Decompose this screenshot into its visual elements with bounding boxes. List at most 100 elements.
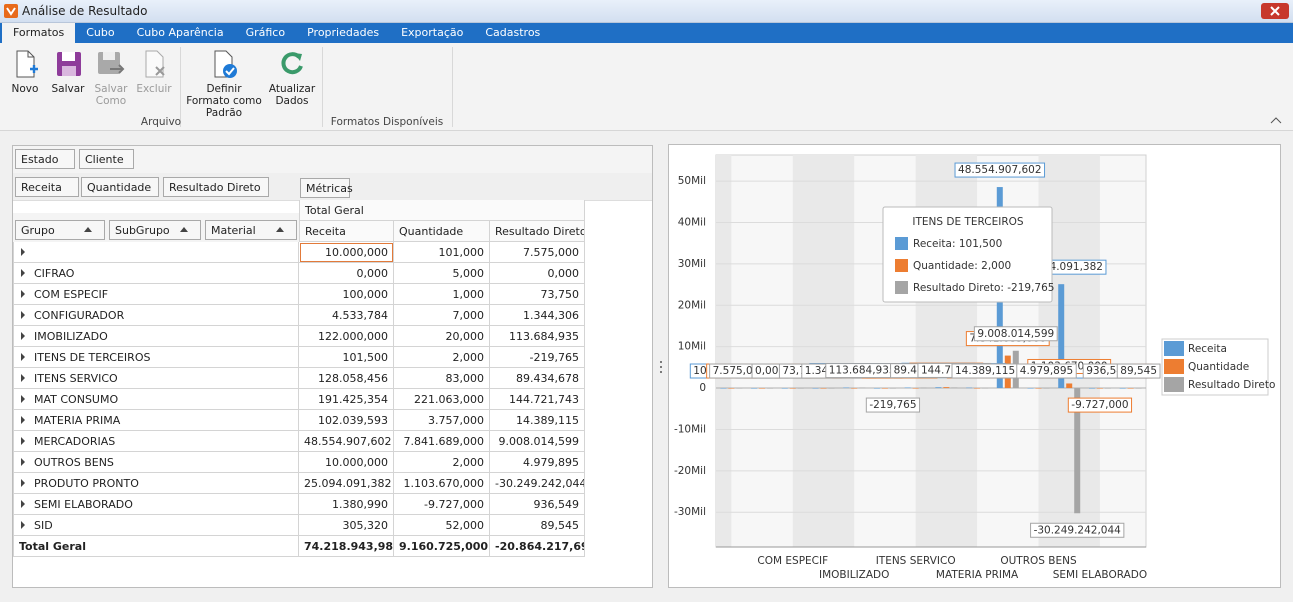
value-cell[interactable]: 5,000 <box>394 263 490 284</box>
expand-arrow[interactable] <box>21 353 25 361</box>
value-cell[interactable]: -9.727,000 <box>394 494 490 515</box>
menu-tab[interactable]: Exportação <box>401 26 464 39</box>
bar <box>1027 388 1034 389</box>
expand-arrow[interactable] <box>21 269 25 277</box>
column-field[interactable]: Métricas <box>300 178 353 198</box>
value-cell[interactable]: 89,545 <box>490 515 585 536</box>
expand-arrow[interactable] <box>21 248 25 256</box>
splitter[interactable] <box>659 360 663 374</box>
ribbon-button[interactable]: Excluir <box>136 49 172 95</box>
value-cell[interactable]: 221.063,000 <box>394 389 490 410</box>
row-header: ITENS DE TERCEIROS <box>13 347 299 368</box>
value-cell[interactable]: 2,000 <box>394 347 490 368</box>
value-cell[interactable]: 1.344,306 <box>490 305 585 326</box>
value-cell[interactable]: 144.721,743 <box>490 389 585 410</box>
value-cell[interactable]: 0,000 <box>490 263 585 284</box>
x-tick-label: COM ESPECIF <box>757 555 828 567</box>
expand-arrow[interactable] <box>21 437 25 445</box>
ribbon-button[interactable]: Novo <box>8 49 42 95</box>
tooltip: ITENS DE TERCEIROS Receita: 101,500 Quanti… <box>882 206 1054 303</box>
row-field[interactable]: Material <box>205 220 297 240</box>
value-cell[interactable]: 4.979,895 <box>490 452 585 473</box>
menu-tab[interactable]: Cubo <box>86 26 115 39</box>
filter-field[interactable]: Cliente <box>79 149 134 169</box>
window-title: Análise de Resultado <box>22 4 148 18</box>
value-cell[interactable]: 52,000 <box>394 515 490 536</box>
value-cell[interactable]: 7,000 <box>394 305 490 326</box>
value-cell[interactable]: 48.554.907,602 <box>299 431 394 452</box>
expand-arrow[interactable] <box>21 290 25 298</box>
column-header: Receita <box>299 221 394 242</box>
value-cell[interactable]: 3.757,000 <box>394 410 490 431</box>
column-header: Resultado Direto <box>490 221 585 242</box>
data-field[interactable]: Resultado Direto <box>163 177 269 197</box>
value-cell[interactable]: 83,000 <box>394 368 490 389</box>
close-button[interactable] <box>1261 3 1289 19</box>
row-header: MATERIA PRIMA <box>13 410 299 431</box>
value-cell[interactable]: 113.684,935 <box>490 326 585 347</box>
expand-arrow[interactable] <box>21 416 25 424</box>
bar <box>881 388 888 389</box>
expand-arrow[interactable] <box>21 332 25 340</box>
row-field[interactable]: Grupo <box>15 220 105 240</box>
menu-tab[interactable]: Formatos <box>2 23 76 43</box>
value-cell[interactable]: 102.039,593 <box>299 410 394 431</box>
collapse-ribbon[interactable] <box>1270 116 1282 124</box>
value-cell[interactable]: 7.841.689,000 <box>394 431 490 452</box>
value-cell[interactable]: -30.249.242,044 <box>490 473 585 494</box>
value-cell[interactable]: 2,000 <box>394 452 490 473</box>
data-field[interactable]: Receita <box>15 177 79 197</box>
value-cell[interactable]: 14.389,115 <box>490 410 585 431</box>
bar <box>1035 388 1042 389</box>
expand-arrow[interactable] <box>21 479 25 487</box>
menu-tab[interactable]: Propriedades <box>307 26 380 39</box>
value-cell[interactable]: 1.103.670,000 <box>394 473 490 494</box>
legend-label: Quantidade <box>1188 361 1249 373</box>
ribbon-button[interactable]: Atualizar Dados <box>268 49 316 107</box>
value-cell[interactable]: 25.094.091,382 <box>299 473 394 494</box>
expand-arrow[interactable] <box>21 311 25 319</box>
value-cell[interactable]: 191.425,354 <box>299 389 394 410</box>
value-cell[interactable]: 73,750 <box>490 284 585 305</box>
y-tick-label: -10Mil <box>674 423 706 435</box>
expand-arrow[interactable] <box>21 395 25 403</box>
value-cell[interactable]: 4.533,784 <box>299 305 394 326</box>
bar <box>751 388 758 389</box>
value-cell[interactable]: -219,765 <box>490 347 585 368</box>
value-cell[interactable]: 10.000,000 <box>299 242 394 263</box>
value-cell[interactable]: 9.008.014,599 <box>490 431 585 452</box>
value-cell[interactable]: 1.380,990 <box>299 494 394 515</box>
ribbon-button[interactable]: Salvar <box>50 49 86 95</box>
y-tick-label: -30Mil <box>674 506 706 518</box>
value-cell[interactable]: 305,320 <box>299 515 394 536</box>
value-cell[interactable]: 101,500 <box>299 347 394 368</box>
expand-arrow[interactable] <box>21 374 25 382</box>
value-cell[interactable]: 100,000 <box>299 284 394 305</box>
row-field[interactable]: SubGrupo <box>109 220 201 240</box>
value-cell[interactable]: 7.575,000 <box>490 242 585 263</box>
value-cell[interactable]: 128.058,456 <box>299 368 394 389</box>
value-label-text: 0,000 <box>755 365 785 377</box>
ribbon-button[interactable]: Definir Formato como Padrão <box>186 49 262 119</box>
value-cell[interactable]: 936,549 <box>490 494 585 515</box>
expand-arrow[interactable] <box>21 521 25 529</box>
data-field[interactable]: Quantidade <box>81 177 159 197</box>
expand-arrow[interactable] <box>21 500 25 508</box>
menu-tab[interactable]: Cadastros <box>485 26 541 39</box>
value-cell[interactable]: 0,000 <box>299 263 394 284</box>
value-cell[interactable]: 1,000 <box>394 284 490 305</box>
value-cell[interactable]: 89.434,678 <box>490 368 585 389</box>
expand-arrow[interactable] <box>21 458 25 466</box>
value-cell[interactable]: 10.000,000 <box>299 452 394 473</box>
value-cell[interactable]: 122.000,000 <box>299 326 394 347</box>
menu-tab[interactable]: Cubo Aparência <box>136 26 224 39</box>
menu-tab[interactable]: Gráfico <box>245 26 286 39</box>
value-cell[interactable]: 20,000 <box>394 326 490 347</box>
ribbon-button[interactable]: Salvar Como <box>92 49 130 107</box>
value-label-box <box>1116 363 1161 379</box>
value-cell[interactable]: 101,000 <box>394 242 490 263</box>
legend-swatch <box>1164 359 1184 374</box>
filter-field[interactable]: Estado <box>15 149 75 169</box>
value-label-text: -30.249.242,044 <box>1034 524 1122 536</box>
